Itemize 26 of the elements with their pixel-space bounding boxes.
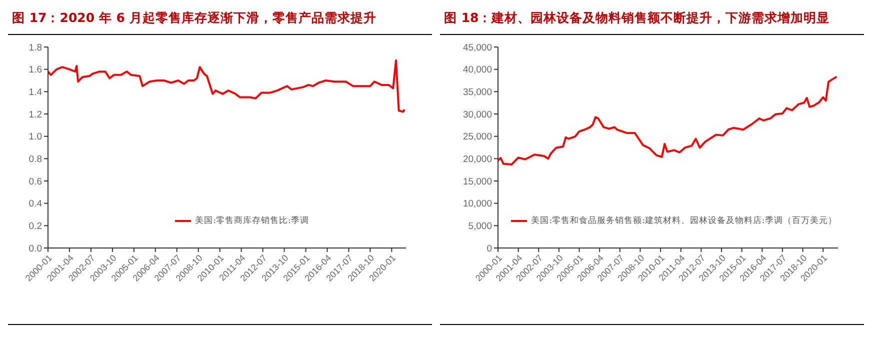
y-tick-label: 0.8 xyxy=(28,154,42,166)
y-tick-label: 15,000 xyxy=(462,176,492,188)
y-tick-label: 1.0 xyxy=(28,132,42,143)
y-tick-label: 20,000 xyxy=(462,154,492,166)
y-tick-label: 40,000 xyxy=(462,64,492,76)
y-tick-label: 0.0 xyxy=(28,243,42,254)
y-tick-label: 0.4 xyxy=(28,198,42,210)
y-tick-label: 45,000 xyxy=(462,42,492,54)
y-tick-label: 1.8 xyxy=(28,42,42,54)
y-tick-label: 1.2 xyxy=(28,109,42,120)
y-tick-label: 10,000 xyxy=(462,198,492,210)
y-tick-label: 1.6 xyxy=(28,64,42,76)
y-tick-label: 30,000 xyxy=(462,109,492,120)
y-tick-label: 25,000 xyxy=(462,132,492,143)
y-tick-label: 35,000 xyxy=(462,87,492,98)
legend-label: 美国:零售商库存销售比:季调 xyxy=(195,216,309,226)
chart-title: 图 17：2020 年 6 月起零售库存逐渐下滑，零售产品需求提升 xyxy=(11,10,378,27)
chart-title: 图 18：建材、园林设备及物料销售额不断提升，下游需求增加明显 xyxy=(443,10,831,27)
line-series xyxy=(48,59,406,113)
line-series xyxy=(498,76,838,166)
y-tick-label: 0 xyxy=(486,243,492,254)
legend-label: 美国:零售和食品服务销售额:建筑材料、园林设备及物料店:季调（百万美元） xyxy=(531,216,837,226)
y-tick-label: 0.6 xyxy=(28,176,42,188)
y-tick-label: 0.2 xyxy=(28,221,42,232)
y-tick-label: 5,000 xyxy=(468,221,492,232)
y-tick-label: 1.4 xyxy=(28,87,42,98)
